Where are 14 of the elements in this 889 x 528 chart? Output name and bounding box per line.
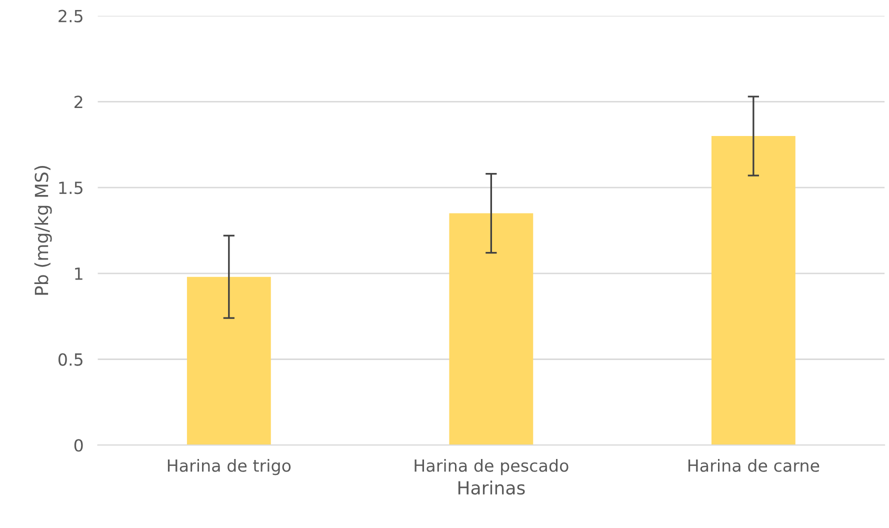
- x-tick-label: Harina de trigo: [168, 458, 291, 476]
- y-tick-label: 2.5: [58, 10, 82, 22]
- bar: [449, 213, 534, 446]
- bar: [711, 136, 796, 446]
- x-tick-label: Harina de carne: [688, 458, 820, 472]
- y-tick-label: 1.5: [59, 182, 82, 194]
- bar: [186, 276, 271, 446]
- x-tick-label: Harina de pescado: [414, 458, 568, 476]
- y-tick-label: 0: [74, 439, 83, 452]
- y-tick-label: 0.5: [58, 353, 82, 366]
- x-axis-title: Harinas: [458, 480, 525, 495]
- y-axis-title: Pb (mg/kg MS): [34, 166, 52, 295]
- y-tick-label: 1: [75, 268, 82, 280]
- y-tick-label: 2: [74, 96, 82, 108]
